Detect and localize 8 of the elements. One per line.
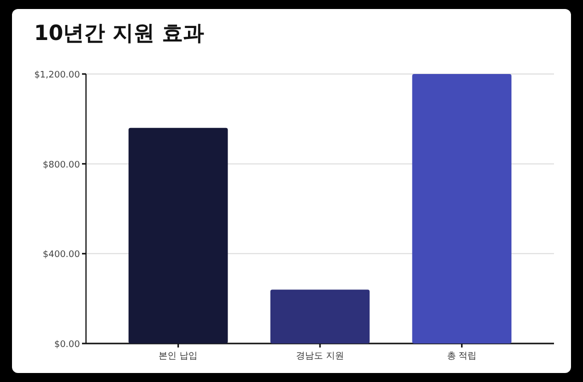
- y-tick-label: $400.00: [42, 250, 80, 260]
- y-tick-label: $1,200.00: [34, 70, 80, 80]
- x-tick-label: 본인 납입: [158, 352, 198, 362]
- y-tick-label: $800.00: [42, 160, 80, 170]
- y-tick-label: $0.00: [54, 340, 80, 350]
- x-tick-label: 경남도 지원: [296, 352, 344, 362]
- x-tick-label: 총 적립: [446, 352, 477, 362]
- chart-title: 10년간 지원 효과: [34, 21, 204, 45]
